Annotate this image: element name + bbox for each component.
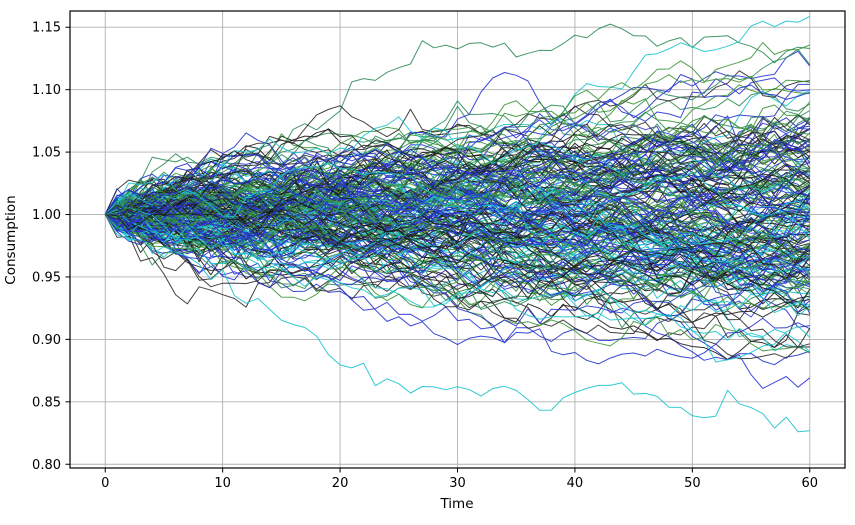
consumption-path-line [104, 206, 811, 320]
x-tick-label: 40 [567, 476, 584, 491]
axis-ticks: 0 10 20 30 40 50 60 0.80 0.85 0.90 0.95 1.00 1.05 1.1… [32, 21, 818, 491]
consumption-path-line [104, 116, 810, 215]
consumption-path-line [104, 157, 810, 273]
y-axis-label: Consumption [3, 195, 19, 284]
consumption-path-line [104, 212, 811, 275]
consumption-path-line [105, 142, 810, 237]
consumption-path-line [105, 213, 811, 299]
consumption-path-line [105, 101, 811, 227]
consumption-path-line [104, 116, 811, 241]
consumption-path-line [104, 214, 811, 348]
consumption-path-line [104, 194, 810, 283]
y-tick-label: 1.00 [32, 208, 61, 223]
consumption-path-line [105, 83, 810, 217]
consumption-path-line [104, 178, 810, 286]
consumption-path-line [104, 23, 810, 215]
consumption-path-line [105, 202, 810, 310]
y-tick-label: 1.10 [32, 83, 61, 98]
consumption-path-line [104, 208, 810, 288]
consumption-path-line [104, 154, 810, 251]
x-tick-label: 0 [101, 476, 109, 491]
y-tick-label: 0.90 [32, 333, 61, 348]
consumption-path-line [104, 203, 810, 330]
consumption-path-line [105, 104, 810, 215]
consumption-path-line [105, 136, 810, 219]
y-tick-label: 1.15 [32, 21, 61, 36]
consumption-path-line [105, 156, 810, 224]
consumption-path-line [105, 60, 810, 215]
y-tick-label: 0.85 [32, 395, 61, 410]
y-tick-label: 1.05 [32, 146, 61, 161]
consumption-path-line [105, 176, 811, 272]
consumption-path-line [105, 214, 811, 294]
x-tick-label: 20 [332, 476, 349, 491]
consumption-path-line [104, 214, 810, 348]
x-tick-label: 50 [684, 476, 701, 491]
consumption-path-line [104, 193, 811, 280]
consumption-path-line [105, 105, 811, 215]
y-tick-label: 0.95 [32, 270, 61, 285]
consumption-path-line [104, 176, 810, 260]
consumption-path-line [104, 214, 810, 433]
x-tick-label: 60 [801, 476, 818, 491]
consumption-path-line [105, 123, 811, 217]
consumption-path-line [105, 184, 811, 291]
consumption-path-line [104, 123, 811, 215]
consumption-path-line [105, 151, 811, 215]
x-tick-label: 10 [214, 476, 231, 491]
consumption-path-line [105, 129, 810, 231]
y-tick-label: 0.80 [32, 458, 61, 473]
consumption-path-line [105, 139, 811, 242]
consumption-path-line [104, 16, 811, 251]
x-axis-label: Time [439, 496, 473, 512]
consumption-path-line [104, 140, 810, 222]
consumption-path-line [104, 196, 810, 311]
consumption-path-line [105, 196, 811, 309]
x-tick-label: 30 [449, 476, 466, 491]
consumption-path-line [104, 167, 810, 271]
consumption-path-series [104, 16, 811, 433]
consumption-path-line [104, 162, 811, 245]
consumption-path-line [105, 155, 811, 240]
consumption-path-line [105, 164, 810, 269]
